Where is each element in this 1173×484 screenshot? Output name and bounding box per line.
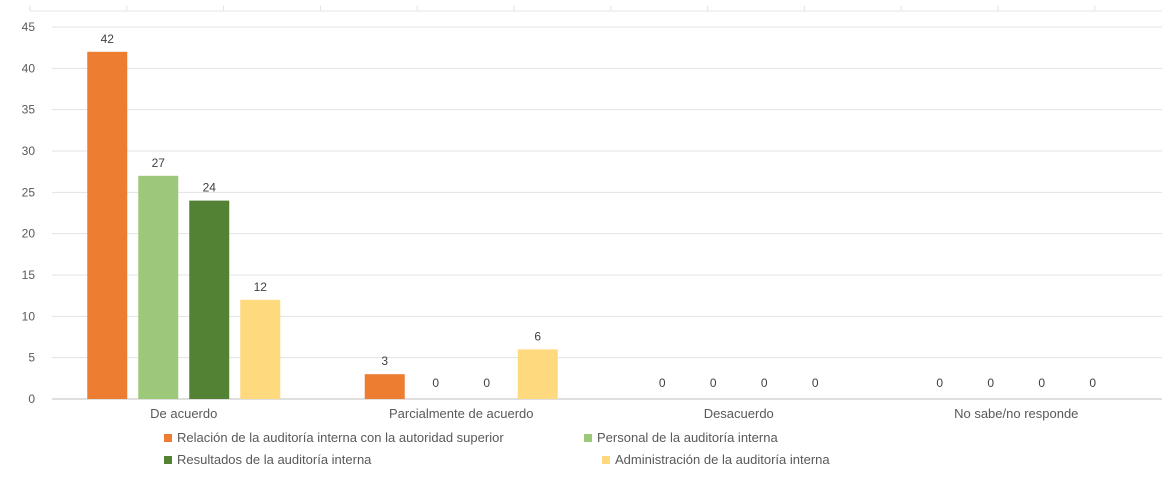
bar	[240, 299, 281, 399]
y-tick-label: 40	[22, 61, 36, 75]
data-label: 12	[254, 280, 268, 294]
data-label: 3	[381, 354, 388, 368]
bar	[87, 51, 128, 400]
data-label: 0	[659, 376, 666, 390]
y-tick-label: 20	[22, 227, 36, 241]
category-label: Desacuerdo	[704, 406, 774, 421]
legend-item-relacion: Relación de la auditoría interna con la …	[164, 430, 504, 445]
bar	[517, 349, 558, 399]
data-label: 0	[483, 376, 490, 390]
y-tick-label: 0	[28, 392, 35, 406]
legend-item-personal: Personal de la auditoría interna	[584, 430, 778, 445]
data-label: 27	[152, 156, 166, 170]
legend-label: Personal de la auditoría interna	[597, 430, 778, 445]
legend-swatch	[584, 433, 592, 442]
y-tick-label: 10	[22, 309, 36, 323]
legend-swatch	[164, 433, 172, 442]
y-tick-label: 35	[22, 103, 36, 117]
data-label: 24	[203, 181, 217, 195]
category-label: De acuerdo	[150, 406, 217, 421]
legend-swatch	[164, 455, 172, 464]
bar	[138, 175, 179, 399]
category-label: Parcialmente de acuerdo	[389, 406, 534, 421]
legend-label: Relación de la auditoría interna con la …	[177, 430, 504, 445]
legend: Relación de la auditoría interna con la …	[0, 430, 1173, 480]
y-tick-label: 5	[28, 351, 35, 365]
y-tick-label: 15	[22, 268, 36, 282]
category-label: No sabe/no responde	[954, 406, 1078, 421]
y-tick-label: 30	[22, 144, 36, 158]
legend-label: Resultados de la auditoría interna	[177, 452, 372, 467]
data-label: 0	[432, 376, 439, 390]
legend-item-administracion: Administración de la auditoría interna	[602, 452, 830, 467]
data-label: 0	[987, 376, 994, 390]
legend-swatch	[602, 455, 610, 464]
bar	[189, 200, 230, 399]
data-label: 0	[710, 376, 717, 390]
data-label: 6	[534, 329, 541, 343]
y-tick-label: 25	[22, 185, 36, 199]
data-label: 0	[1089, 376, 1096, 390]
y-tick-label: 45	[22, 20, 36, 34]
data-label: 42	[101, 32, 115, 46]
data-label: 0	[761, 376, 768, 390]
data-label: 0	[936, 376, 943, 390]
data-label: 0	[1038, 376, 1045, 390]
data-label: 0	[812, 376, 819, 390]
legend-label: Administración de la auditoría interna	[615, 452, 830, 467]
legend-item-resultados: Resultados de la auditoría interna	[164, 452, 371, 467]
bar	[364, 374, 405, 399]
